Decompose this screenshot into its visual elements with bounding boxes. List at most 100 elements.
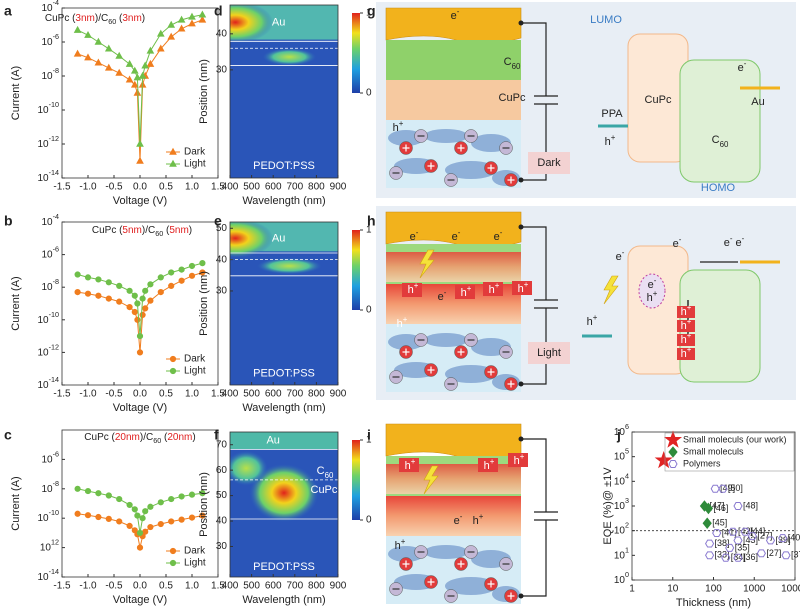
annotation: PEDOT:PSS: [253, 367, 315, 379]
annotation: CuPc: [311, 484, 338, 496]
diagram-label: h+: [605, 133, 616, 148]
x-tick-label: 0.5: [159, 389, 173, 400]
x-tick-label: 900: [330, 182, 347, 193]
panel-letter: b: [4, 213, 13, 229]
data-point: [134, 512, 141, 519]
data-point: [147, 523, 154, 531]
diagram-label: C60: [712, 134, 729, 149]
data-point: [188, 12, 196, 20]
diagram-label: Light: [537, 347, 561, 359]
data-point: [147, 281, 154, 288]
plot-frame: [229, 431, 339, 578]
data-point: [105, 279, 112, 286]
chart-title: CuPc (3nm)/C60 (3nm): [45, 13, 145, 27]
legend-label: Dark: [184, 147, 206, 158]
data-point: [168, 495, 175, 503]
colorbar-label: 0: [366, 515, 372, 526]
panel-letter: j: [616, 427, 621, 443]
layer-cupc: [386, 80, 521, 120]
data-point: [105, 295, 112, 302]
data-point: [126, 501, 133, 509]
colorbar-label: 1: [366, 225, 372, 236]
title-part: 5nm: [169, 225, 188, 236]
circuit-wire: [521, 226, 558, 385]
title-part: (: [161, 432, 168, 443]
y-tick-label: 10-10: [37, 509, 59, 524]
colorbar-label: 0: [366, 88, 372, 99]
hole-box: [512, 281, 532, 295]
polymer-blob: [445, 161, 497, 179]
panel-letter: e: [214, 213, 222, 229]
x-tick-label: 1: [629, 584, 635, 595]
legend-marker: [169, 559, 177, 567]
x-tick-label: 0.0: [133, 182, 147, 193]
data-point: [125, 59, 134, 67]
x-tick-label: 1.5: [211, 182, 225, 193]
data-point: [168, 518, 175, 525]
annotation: PEDOT:PSS: [253, 160, 315, 172]
data-point: [138, 71, 147, 79]
x-tick-label: 400: [222, 581, 239, 592]
data-point: [198, 15, 207, 23]
x-tick-label: 10000: [781, 584, 800, 595]
panel-letter: h: [367, 213, 376, 229]
point-label: [38]: [715, 538, 730, 548]
data-point: [167, 32, 176, 40]
data-point: [188, 262, 196, 270]
point-label: [49]: [720, 483, 735, 493]
point-label: [50]: [728, 483, 743, 493]
diagram-label: h+: [587, 313, 598, 328]
data-point: [105, 492, 112, 499]
data-point: [84, 31, 92, 38]
point-label: [44]: [750, 526, 765, 536]
x-tick-label: 500: [243, 389, 260, 400]
x-tick-label: -0.5: [105, 581, 123, 592]
data-point: [74, 510, 81, 517]
data-point: [84, 290, 92, 297]
data-point: [178, 516, 185, 523]
x-axis-title: Wavelength (nm): [242, 402, 325, 414]
circuit-node: [518, 593, 524, 599]
annotation: Au: [272, 16, 285, 28]
diagram-label: e-: [673, 235, 682, 250]
y-tick-label: 30: [216, 541, 228, 552]
polymer-blob: [424, 129, 468, 143]
x-tick-label: 800: [308, 581, 325, 592]
title-part: )/C: [140, 432, 153, 443]
x-tick-label: -1.5: [53, 182, 71, 193]
data-point: [157, 274, 164, 281]
diagram-label: e-: [648, 276, 657, 291]
y-tick-label: 10-4: [41, 212, 59, 227]
circuit-wire: [521, 22, 558, 181]
x-tick-label: 1.0: [185, 581, 199, 592]
x-tick-label: 0.5: [159, 581, 173, 592]
hole-box: [455, 285, 475, 299]
y-tick-label: 10-8: [41, 66, 59, 81]
data-point: [84, 512, 92, 519]
data-point: [105, 515, 112, 522]
y-tick-label: 10-8: [41, 479, 59, 494]
data-point: [146, 46, 155, 54]
chart-title: CuPc (20nm)/C60 (20nm): [84, 432, 195, 446]
diagram-label: e-: [438, 288, 447, 303]
data-point: [142, 287, 149, 294]
data-point: [130, 66, 139, 74]
x-tick-label: 1000: [743, 584, 766, 595]
circuit-node: [518, 20, 524, 26]
data-point: [131, 308, 138, 316]
data-point: [728, 527, 738, 536]
x-axis-title: Wavelength (nm): [242, 195, 325, 207]
data-point: [139, 515, 146, 522]
legend-marker: [169, 367, 177, 375]
y-tick-label: 40: [216, 254, 228, 265]
diagram-label: e-: [738, 59, 747, 74]
legend-marker: [169, 547, 177, 555]
point-label: [36]: [743, 552, 758, 562]
hole-box: [483, 282, 503, 296]
y-tick-label: 70: [216, 439, 228, 450]
y-axis-title: Position (nm): [198, 271, 210, 336]
diagram-label: h+: [647, 289, 658, 304]
x-tick-label: -1.0: [79, 389, 97, 400]
polymer-blob: [424, 333, 468, 347]
data-point: [168, 282, 175, 290]
